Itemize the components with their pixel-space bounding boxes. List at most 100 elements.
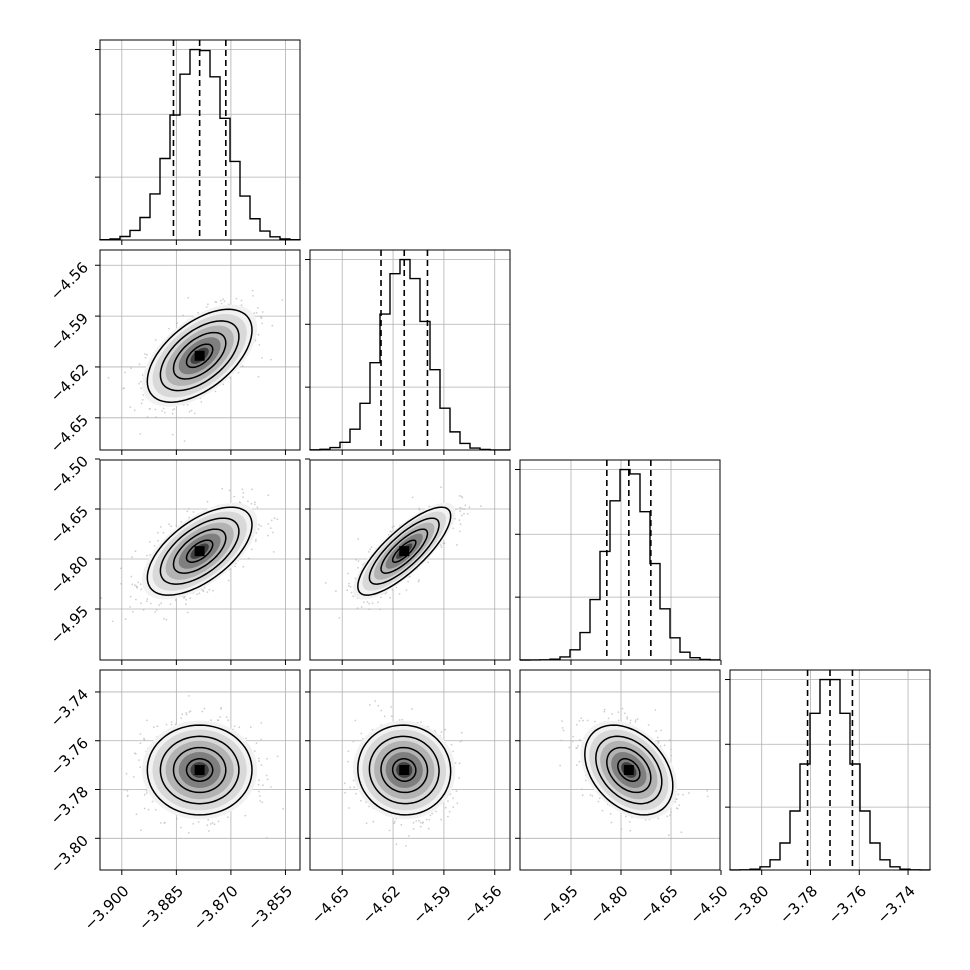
scatter-point bbox=[252, 295, 255, 297]
scatter-point bbox=[357, 566, 359, 569]
scatter-point bbox=[149, 554, 151, 556]
scatter-point bbox=[123, 788, 126, 791]
scatter-point bbox=[352, 740, 355, 743]
scatter-point bbox=[125, 772, 128, 775]
scatter-point bbox=[173, 408, 176, 410]
scatter-point bbox=[120, 582, 122, 585]
scatter-point bbox=[271, 324, 274, 327]
scatter-point bbox=[455, 790, 458, 792]
scatter-point bbox=[228, 489, 231, 492]
scatter-point bbox=[598, 797, 601, 800]
scatter-point bbox=[251, 289, 254, 292]
scatter-point bbox=[459, 523, 462, 526]
scatter-point bbox=[368, 805, 370, 808]
scatter-point bbox=[371, 602, 374, 605]
scatter-point bbox=[427, 561, 429, 564]
scatter-point bbox=[206, 500, 209, 503]
scatter-point bbox=[579, 739, 581, 741]
pair-plot-area bbox=[520, 670, 720, 870]
scatter-point bbox=[418, 507, 420, 510]
scatter-point bbox=[244, 814, 247, 817]
scatter-point bbox=[372, 820, 375, 823]
contour-line-3 bbox=[146, 308, 253, 403]
scatter-point bbox=[265, 836, 268, 839]
scatter-point bbox=[176, 817, 178, 820]
scatter-point bbox=[572, 735, 575, 738]
density-peak bbox=[194, 546, 205, 557]
scatter-point bbox=[170, 723, 173, 726]
scatter-point bbox=[412, 821, 415, 824]
histogram-step bbox=[729, 678, 931, 871]
scatter-point bbox=[145, 600, 148, 602]
scatter-point bbox=[129, 606, 132, 608]
scatter-point bbox=[120, 567, 122, 570]
scatter-point bbox=[208, 588, 211, 591]
scatter-point bbox=[142, 394, 145, 396]
scatter-point bbox=[258, 790, 260, 793]
scatter-point bbox=[143, 807, 146, 810]
scatter-point bbox=[415, 820, 418, 822]
contour-line-1 bbox=[172, 746, 227, 794]
scatter-point bbox=[393, 822, 396, 825]
scatter-point bbox=[411, 708, 413, 710]
scatter-point bbox=[463, 512, 465, 515]
scatter-point bbox=[269, 527, 272, 529]
hist-panel-3 bbox=[725, 669, 931, 875]
scatter-point bbox=[419, 825, 422, 828]
scatter-point bbox=[354, 719, 357, 722]
scatter-point bbox=[250, 502, 253, 505]
scatter-point bbox=[188, 410, 191, 413]
scatter-point bbox=[456, 544, 458, 546]
scatter-point bbox=[140, 829, 142, 831]
scatter-point bbox=[400, 823, 403, 826]
scatter-point bbox=[378, 608, 381, 611]
scatter-point bbox=[135, 813, 138, 816]
scatter-point bbox=[160, 602, 163, 605]
scatter-point bbox=[138, 363, 141, 366]
scatter-point bbox=[440, 486, 442, 489]
scatter-point bbox=[258, 779, 260, 782]
scatter-point bbox=[444, 806, 447, 809]
scatter-point bbox=[139, 766, 142, 769]
scatter-point bbox=[282, 807, 284, 810]
scatter-point bbox=[435, 810, 437, 813]
scatter-point bbox=[240, 304, 243, 306]
contour-line-2 bbox=[159, 517, 240, 585]
scatter-point bbox=[223, 300, 226, 302]
scatter-point bbox=[267, 494, 270, 497]
scatter-point bbox=[356, 607, 359, 609]
scatter-point bbox=[133, 409, 136, 412]
scatter-point bbox=[256, 506, 259, 509]
pair-plot-area bbox=[310, 460, 510, 660]
scatter-point bbox=[124, 618, 127, 621]
scatter-point bbox=[196, 593, 199, 596]
scatter-point bbox=[126, 795, 129, 798]
scatter-point bbox=[197, 311, 200, 314]
scatter-point bbox=[253, 750, 256, 752]
scatter-point bbox=[156, 725, 159, 728]
scatter-point bbox=[377, 704, 380, 707]
scatter-point bbox=[594, 720, 596, 723]
scatter-point bbox=[352, 595, 355, 598]
scatter-point bbox=[348, 582, 350, 585]
scatter-point bbox=[346, 589, 349, 592]
scatter-point bbox=[182, 314, 185, 317]
scatter-point bbox=[165, 723, 168, 726]
scatter-point bbox=[170, 525, 173, 527]
scatter-point bbox=[420, 721, 422, 723]
scatter-point bbox=[157, 531, 159, 534]
scatter-point bbox=[186, 510, 189, 513]
scatter-point bbox=[344, 791, 346, 794]
pair-panel-3-2 bbox=[515, 669, 722, 875]
scatter-point bbox=[234, 565, 236, 568]
scatter-point bbox=[418, 509, 421, 511]
scatter-point bbox=[185, 712, 188, 714]
scatter-point bbox=[270, 786, 272, 788]
scatter-point bbox=[369, 548, 372, 551]
scatter-point bbox=[157, 539, 159, 542]
scatter-point bbox=[222, 298, 225, 301]
scatter-point bbox=[628, 821, 631, 823]
scatter-point bbox=[180, 717, 183, 719]
scatter-point bbox=[235, 297, 238, 300]
scatter-point bbox=[198, 592, 201, 595]
